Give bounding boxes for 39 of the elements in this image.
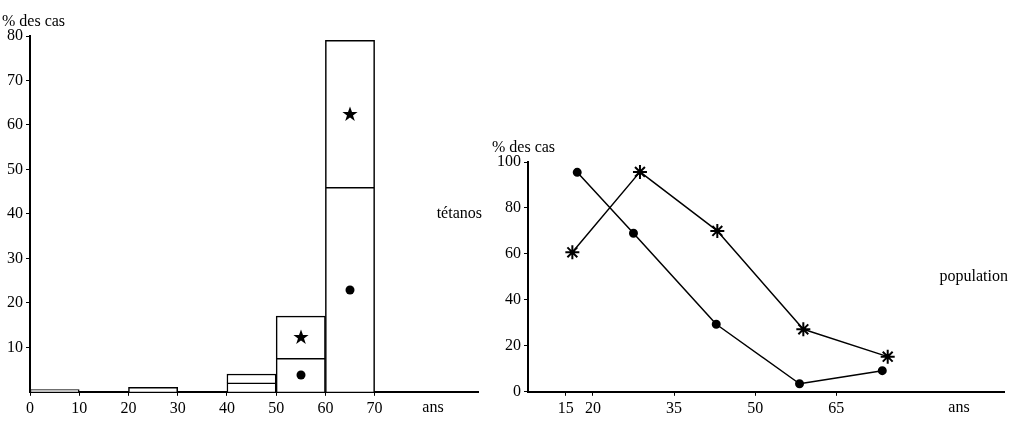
y-tick-label: 70	[7, 70, 23, 88]
x-tick-label: 10	[71, 398, 88, 416]
x-axis-title: ans	[422, 398, 444, 415]
x-tick-label: 30	[169, 398, 186, 416]
x-tick-label: 35	[666, 398, 683, 416]
point	[795, 321, 812, 338]
y-tick-label: 80	[505, 198, 521, 216]
y-tick-label: 10	[7, 337, 23, 355]
x-tick-label: 0	[26, 398, 34, 416]
y-tick-label: 0	[513, 382, 521, 399]
y-tick-label: 20	[7, 293, 23, 311]
y-tick-label: 40	[7, 204, 23, 222]
x-tick-label: 65	[828, 398, 845, 416]
point	[631, 163, 648, 180]
point	[572, 167, 582, 177]
annotation: population	[939, 267, 1008, 286]
point	[795, 379, 805, 389]
point	[564, 244, 581, 261]
x-tick-label: 15	[557, 398, 574, 416]
x-tick-label: 60	[317, 398, 334, 416]
point	[709, 222, 726, 239]
y-tick-label: 60	[7, 115, 23, 133]
x-tick-label: 50	[747, 398, 764, 416]
y-tick-label: 50	[7, 159, 23, 177]
point	[879, 348, 896, 365]
point	[877, 366, 887, 376]
annotation: tétanos	[436, 204, 482, 222]
point	[711, 319, 721, 329]
x-tick-label: 20	[120, 398, 137, 416]
y-tick-label: 20	[505, 336, 521, 354]
y-tick-label: 30	[7, 248, 23, 266]
y-tick-label: 40	[505, 290, 521, 308]
x-tick-label: 20	[584, 398, 601, 416]
x-axis-title: ans	[948, 398, 970, 415]
point	[628, 228, 638, 238]
x-tick-label: 70	[366, 398, 383, 416]
x-tick-label: 50	[268, 398, 285, 416]
x-tick-label: 40	[218, 398, 235, 416]
y-tick-label: 60	[505, 244, 521, 262]
